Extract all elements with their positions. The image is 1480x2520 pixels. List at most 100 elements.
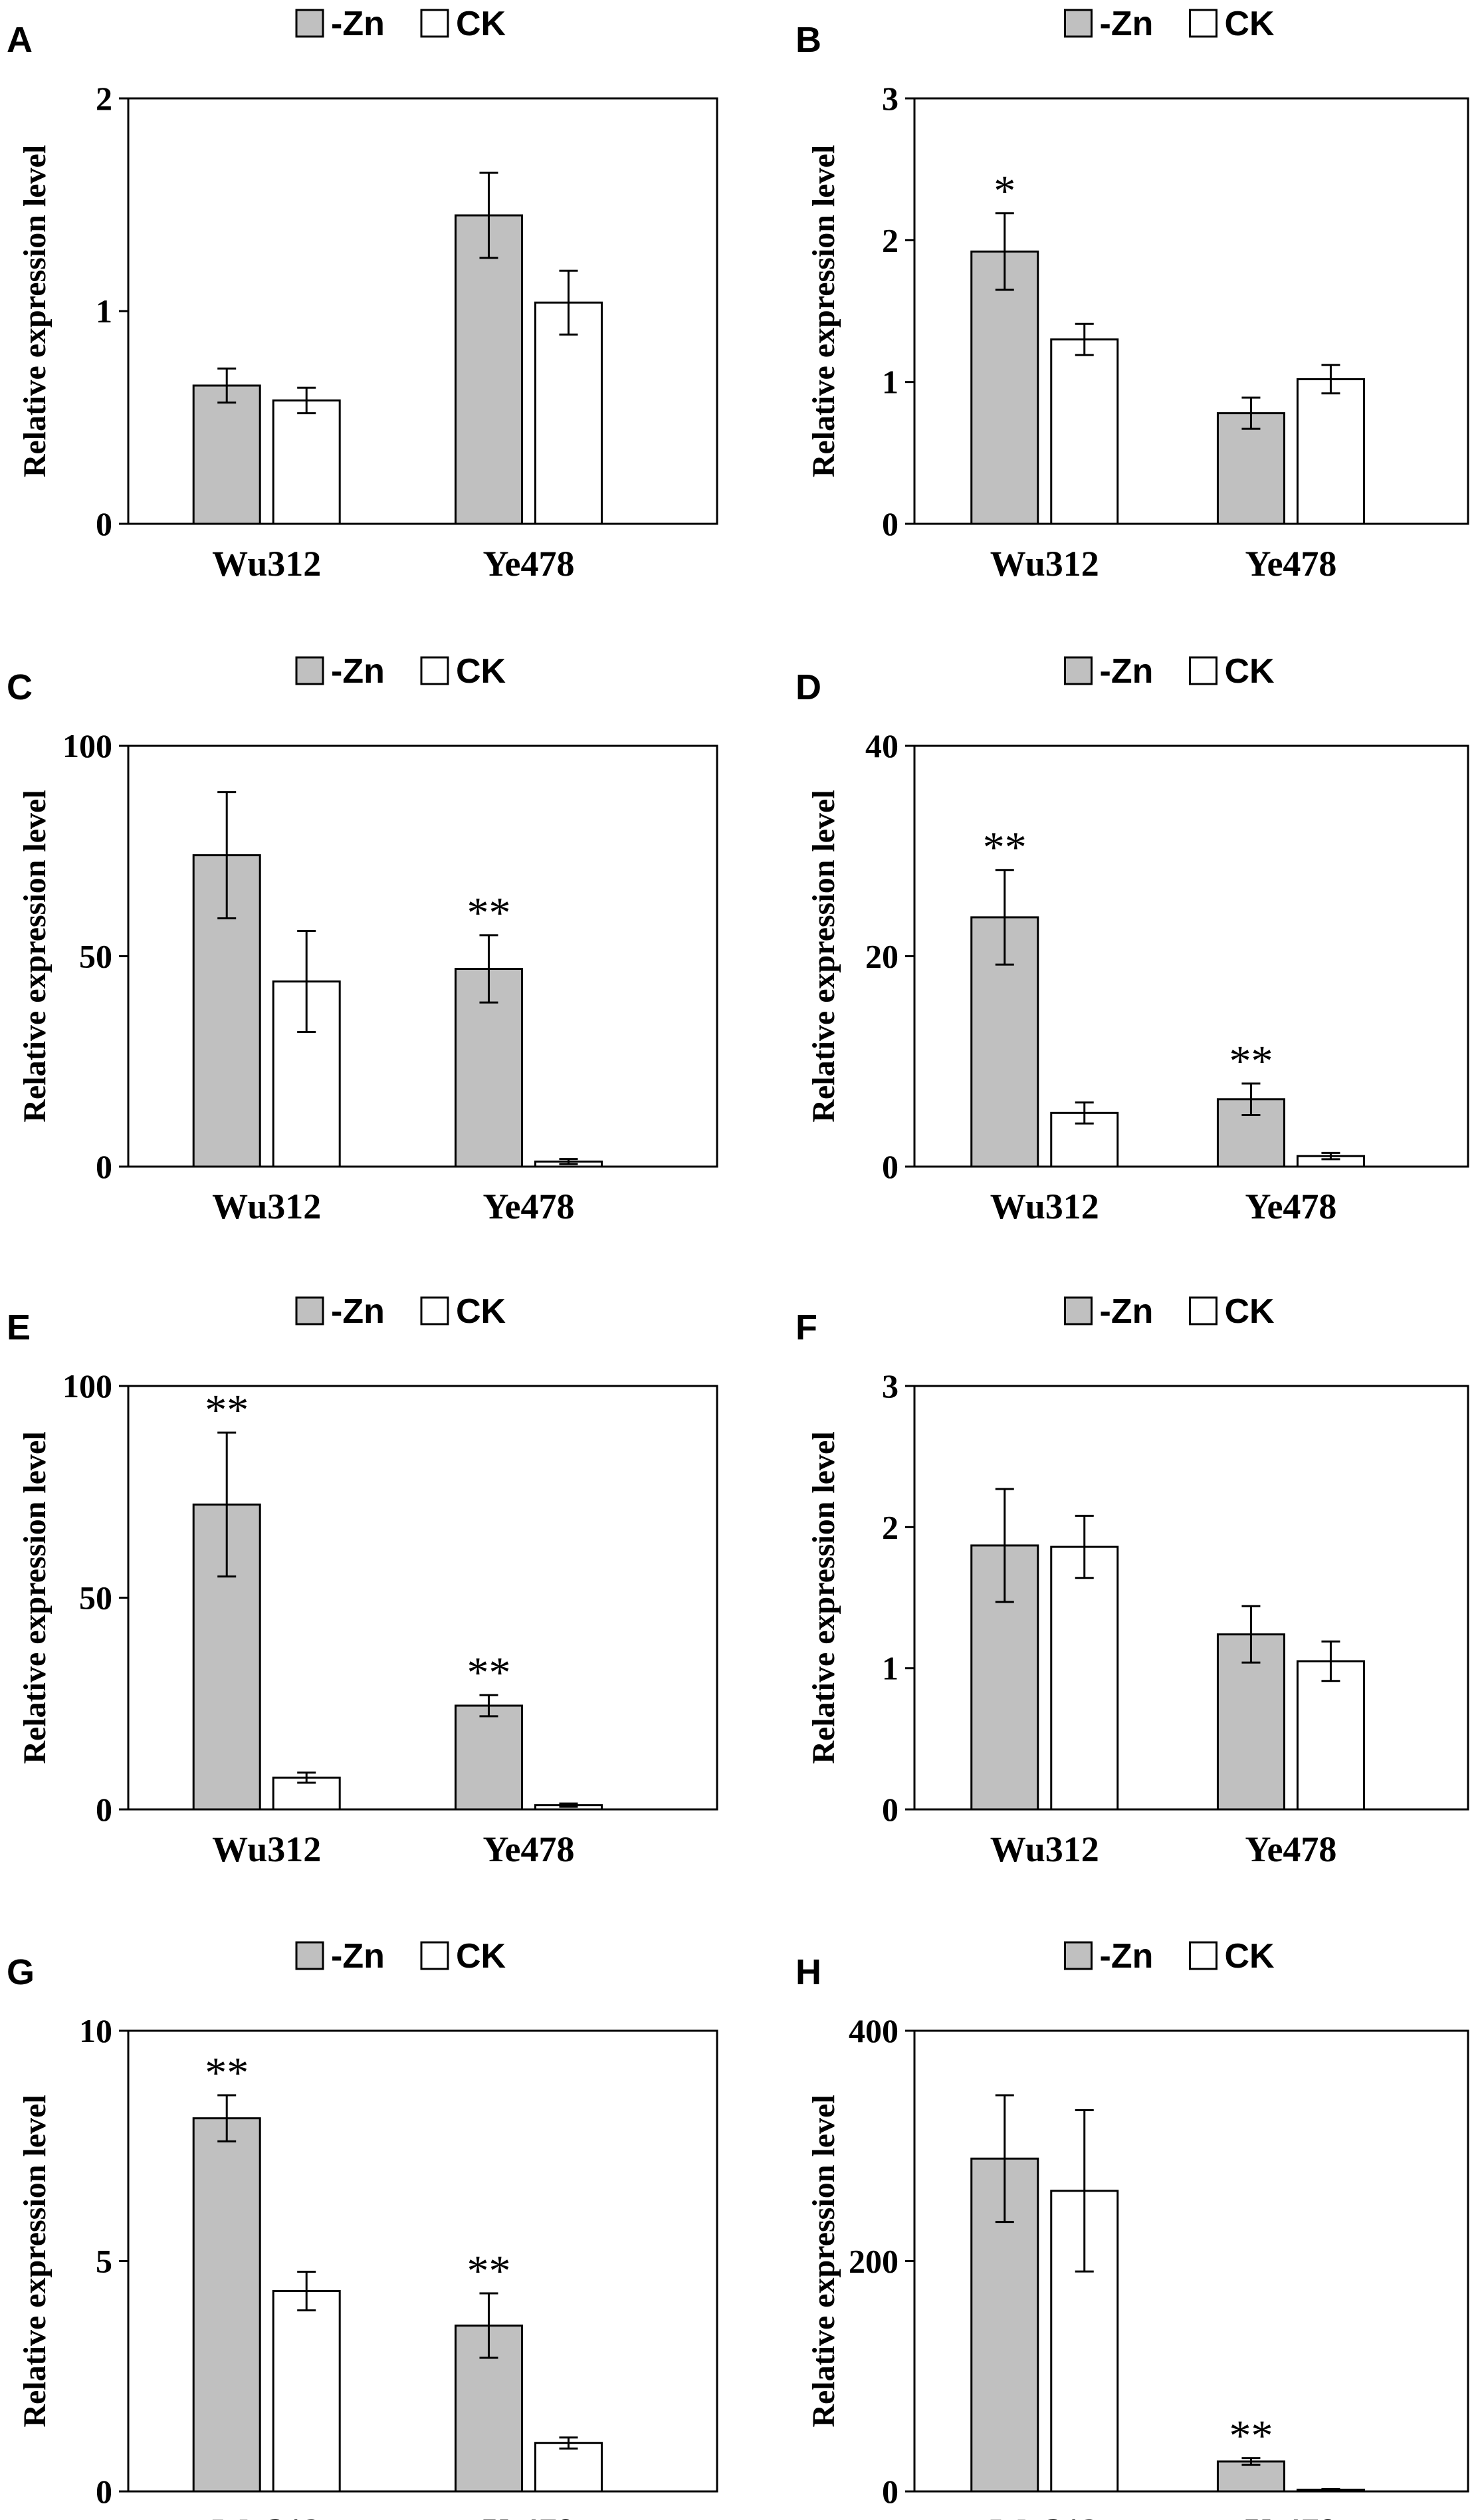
x-category-label: Wu312 bbox=[212, 1829, 321, 1869]
x-category-label: Ye478 bbox=[1245, 544, 1336, 584]
bar-zn bbox=[454, 214, 523, 525]
y-tick-label: 0 bbox=[882, 1148, 899, 1185]
bar-zn bbox=[454, 1704, 523, 1811]
y-tick-label: 40 bbox=[865, 727, 899, 764]
significance-mark: ** bbox=[467, 2247, 510, 2295]
legend-label-zn: -Zn bbox=[331, 652, 385, 691]
panel-letter: F bbox=[795, 1308, 817, 1347]
legend-swatch-ck bbox=[1189, 9, 1217, 38]
panel-letter: H bbox=[795, 1952, 821, 1992]
significance-mark: ** bbox=[467, 1649, 510, 1697]
panel-d: D -Zn CK 0 20 40 Relative expression level Wu31… bbox=[795, 652, 1469, 1226]
y-tick-label: 5 bbox=[96, 2243, 112, 2280]
y-tick-label: 0 bbox=[96, 1148, 112, 1185]
legend-label-ck: CK bbox=[1225, 1292, 1275, 1331]
x-category-label: Wu312 bbox=[990, 1829, 1099, 1869]
bar-ck bbox=[534, 2442, 603, 2493]
x-category-label: Wu312 bbox=[212, 1187, 321, 1226]
y-tick-label: 3 bbox=[882, 1367, 899, 1405]
legend-label-zn: -Zn bbox=[331, 5, 385, 43]
legend-swatch-ck bbox=[420, 1296, 449, 1325]
bar-ck bbox=[272, 399, 341, 525]
panel-letter: D bbox=[795, 667, 821, 707]
plot-frame bbox=[913, 97, 1469, 525]
y-tick-label: 100 bbox=[62, 1367, 112, 1405]
bar-ck bbox=[272, 2290, 341, 2493]
y-tick-label: 1 bbox=[882, 1650, 899, 1687]
y-tick-label: 400 bbox=[849, 2012, 899, 2049]
x-category-label: Ye478 bbox=[482, 1187, 574, 1226]
bar-ck bbox=[1296, 378, 1365, 525]
y-tick-label: 0 bbox=[882, 1791, 899, 1828]
legend-swatch-zn bbox=[1064, 1941, 1093, 1970]
y-tick-label: 1 bbox=[882, 364, 899, 401]
y-axis-label: Relative expression level bbox=[806, 790, 841, 1122]
legend-swatch-zn bbox=[1064, 656, 1093, 685]
legend-label-zn: -Zn bbox=[1100, 1937, 1154, 1976]
legend-label-zn: -Zn bbox=[331, 1292, 385, 1331]
panel-b: B -Zn CK 0 1 2 3 Relative expression level Wu312… bbox=[795, 5, 1469, 584]
x-category-label: Wu312 bbox=[212, 2511, 321, 2520]
legend-swatch-ck bbox=[1189, 1296, 1217, 1325]
panel-letter: E bbox=[7, 1308, 31, 1347]
significance-mark: ** bbox=[205, 2049, 249, 2097]
significance-mark: * bbox=[994, 167, 1015, 215]
x-category-label: Ye478 bbox=[482, 1829, 574, 1869]
significance-mark: ** bbox=[467, 889, 510, 937]
panel-h: H -Zn CK 0 200 400 Relative expression level Wu… bbox=[795, 1937, 1469, 2520]
legend-swatch-zn bbox=[295, 9, 324, 38]
legend-swatch-zn bbox=[1064, 9, 1093, 38]
panel-a: A -Zn CK 0 1 2 Relative expression level Wu312 Y… bbox=[7, 5, 718, 584]
x-category-label: Ye478 bbox=[1245, 1829, 1336, 1869]
bar-zn bbox=[1216, 412, 1285, 525]
significance-mark: ** bbox=[205, 1386, 249, 1434]
y-axis-label: Relative expression level bbox=[806, 1431, 841, 1764]
y-axis-label: Relative expression level bbox=[17, 2095, 53, 2427]
legend-label-zn: -Zn bbox=[331, 1937, 385, 1976]
significance-mark: ** bbox=[1229, 1037, 1273, 1086]
x-category-label: Ye478 bbox=[1245, 2511, 1336, 2520]
x-category-label: Ye478 bbox=[482, 544, 574, 584]
legend-swatch-ck bbox=[1189, 1941, 1217, 1970]
y-tick-label: 200 bbox=[849, 2243, 899, 2280]
y-axis-label: Relative expression level bbox=[17, 790, 53, 1122]
legend-swatch-zn bbox=[295, 656, 324, 685]
legend-label-zn: -Zn bbox=[1100, 5, 1154, 43]
y-tick-label: 2 bbox=[882, 1508, 899, 1546]
y-tick-label: 50 bbox=[79, 938, 112, 975]
legend-swatch-ck bbox=[1189, 656, 1217, 685]
legend-label-ck: CK bbox=[456, 652, 506, 691]
legend-swatch-zn bbox=[1064, 1296, 1093, 1325]
x-category-label: Ye478 bbox=[482, 2511, 574, 2520]
y-tick-label: 2 bbox=[882, 221, 899, 259]
y-tick-label: 2 bbox=[96, 80, 112, 117]
bar-ck bbox=[1050, 338, 1119, 525]
y-tick-label: 0 bbox=[882, 2473, 899, 2510]
y-axis-label: Relative expression level bbox=[806, 2095, 841, 2427]
x-category-label: Wu312 bbox=[990, 544, 1099, 584]
bar-ck bbox=[534, 301, 603, 525]
legend-label-ck: CK bbox=[1225, 652, 1275, 691]
y-axis-label: Relative expression level bbox=[17, 145, 53, 477]
x-category-label: Wu312 bbox=[990, 2511, 1099, 2520]
y-tick-label: 20 bbox=[865, 938, 899, 975]
y-axis-label: Relative expression level bbox=[17, 1431, 53, 1764]
legend-label-ck: CK bbox=[456, 1937, 506, 1976]
panel-letter: A bbox=[7, 20, 33, 60]
y-tick-label: 1 bbox=[96, 292, 112, 330]
x-category-label: Wu312 bbox=[990, 1187, 1099, 1226]
y-axis-label: Relative expression level bbox=[806, 145, 841, 477]
legend-swatch-zn bbox=[295, 1941, 324, 1970]
y-tick-label: 10 bbox=[79, 2012, 112, 2049]
panel-g: G -Zn CK 0 5 10 Relative expression level Wu312… bbox=[7, 1937, 718, 2520]
y-tick-label: 0 bbox=[882, 505, 899, 542]
plot-frame bbox=[913, 1385, 1469, 1811]
bar-zn bbox=[192, 384, 261, 525]
panel-letter: C bbox=[7, 667, 33, 707]
bar-zn bbox=[1216, 2460, 1285, 2493]
legend-label-zn: -Zn bbox=[1100, 1292, 1154, 1331]
x-category-label: Wu312 bbox=[212, 544, 321, 584]
